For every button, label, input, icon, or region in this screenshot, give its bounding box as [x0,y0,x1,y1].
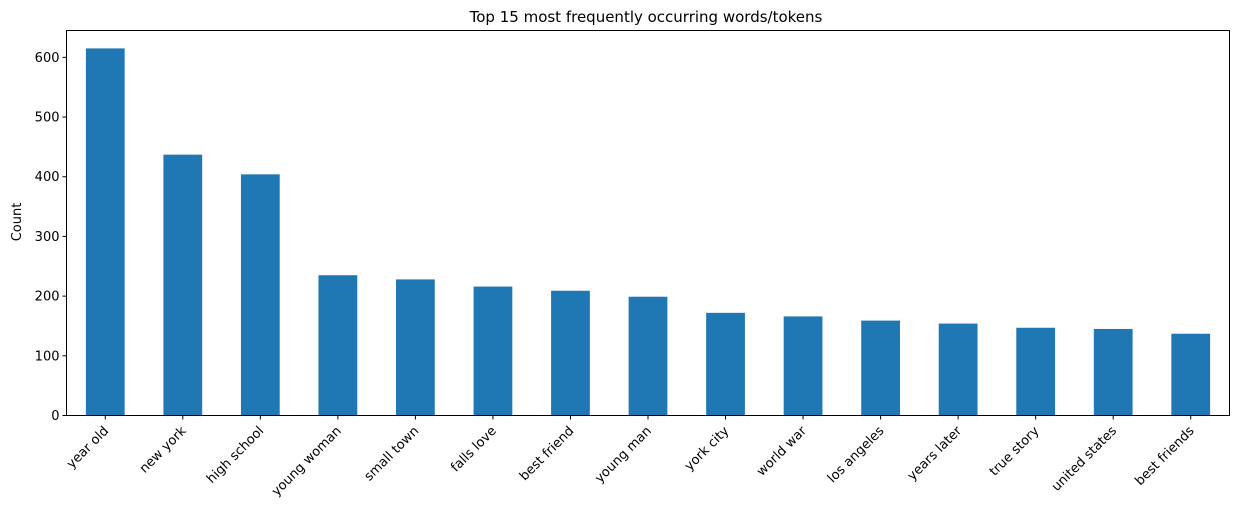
bar-world-war [783,316,823,416]
bar-high-school [240,174,280,416]
x-tick-label: year old [64,424,112,472]
x-tick-label: new york [137,423,190,476]
x-tick-label: best friend [517,424,577,484]
x-tick-label: true story [987,424,1043,480]
bar-years-later [938,323,978,416]
bar-small-town [396,279,435,416]
y-axis-label: Count [10,203,25,242]
bar-year-old [85,48,125,416]
x-tick-label: young man [592,424,655,487]
y-tick-label: 400 [35,170,60,185]
x-tick-label: united states [1049,424,1120,495]
chart-title: Top 15 most frequently occurring words/t… [469,8,823,26]
x-tick-label: world war [754,423,810,479]
x-tick-label: falls love [448,424,500,476]
y-tick-label: 100 [35,349,60,364]
bar-new-york [163,154,203,416]
x-tick-label: young woman [269,424,345,500]
y-axis: 0 100 200 300 400 500 600 [35,51,67,424]
x-axis: year old new york high school young woman sm… [64,415,1198,500]
bar-young-woman [318,275,358,416]
bar-young-man [628,296,668,416]
y-tick-label: 300 [35,230,60,245]
bar-best-friends [1171,333,1211,416]
bars-group [85,48,1211,416]
x-tick-label: high school [204,424,267,487]
plot-frame [66,30,1230,416]
bar-los-angeles [861,320,900,416]
x-tick-label: best friends [1132,424,1197,489]
bar-united-states [1093,328,1133,416]
bar-true-story [1016,327,1056,416]
y-tick-label: 600 [35,51,60,66]
x-tick-label: years later [905,423,966,484]
bar-best-friend [551,290,590,416]
x-tick-label: small town [362,424,423,485]
bar-york-city [706,312,745,416]
y-tick-label: 0 [51,409,59,424]
x-tick-label: los angeles [825,424,888,487]
x-tick-label: york city [682,424,733,475]
bar-falls-love [473,286,513,416]
y-tick-label: 200 [35,290,60,305]
y-tick-label: 500 [35,111,60,126]
